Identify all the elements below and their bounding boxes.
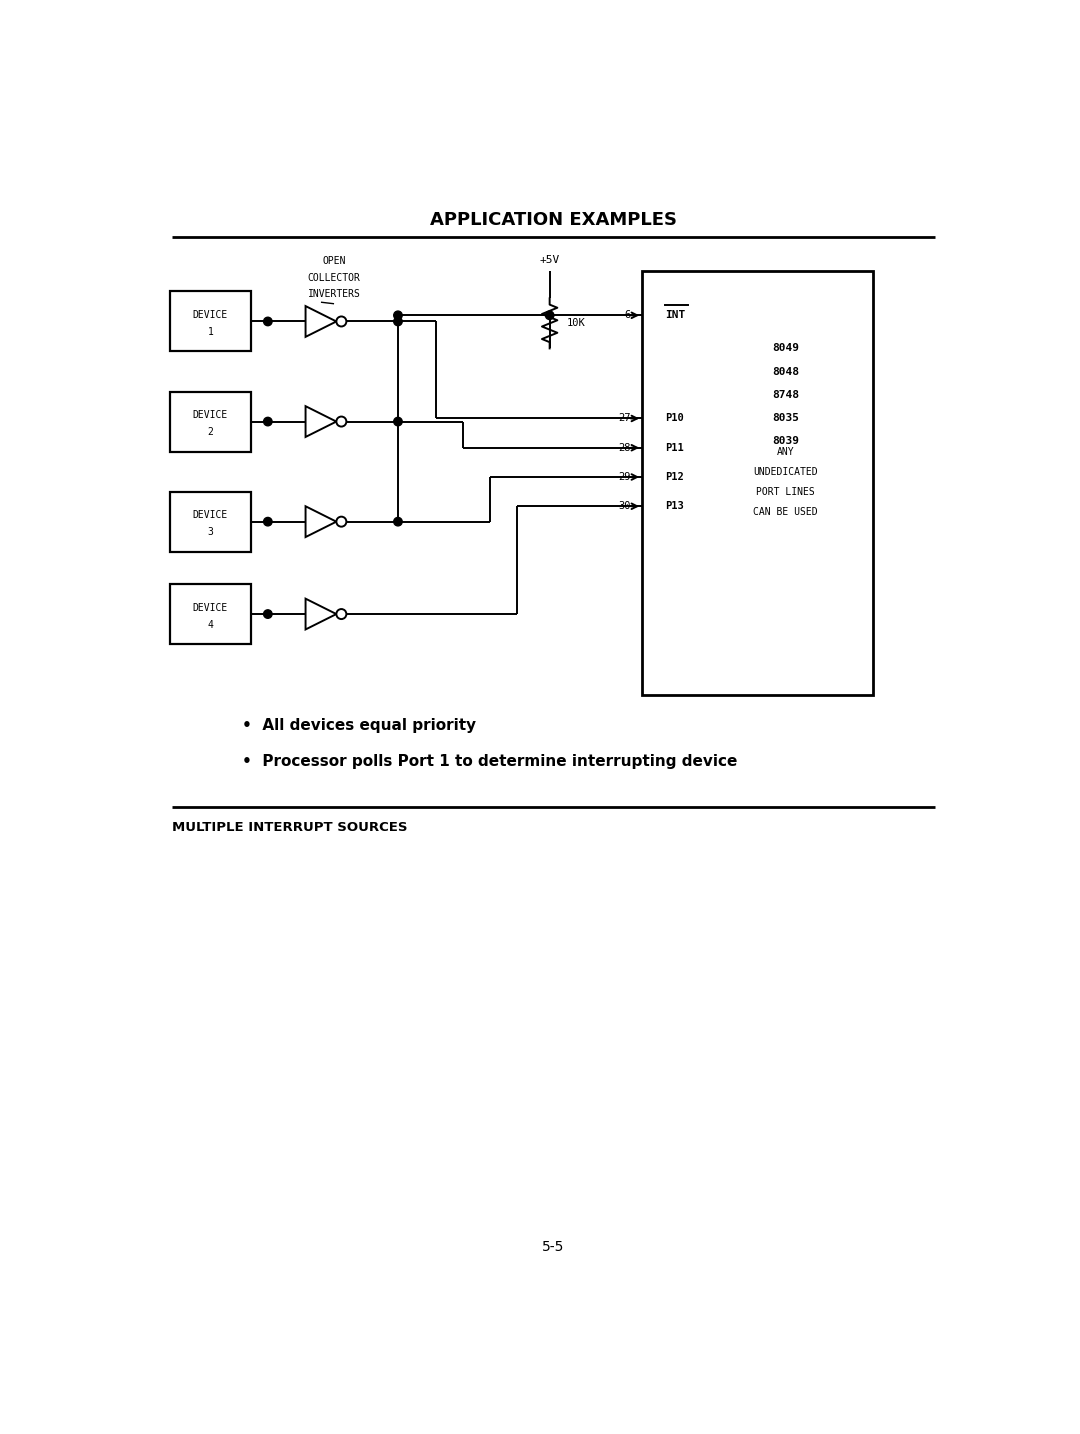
Polygon shape (306, 598, 336, 630)
Circle shape (394, 417, 402, 426)
Text: MULTIPLE INTERRUPT SOURCES: MULTIPLE INTERRUPT SOURCES (173, 820, 408, 833)
Text: 10K: 10K (567, 318, 585, 328)
Text: DEVICE: DEVICE (193, 511, 228, 521)
Circle shape (394, 311, 402, 320)
Text: •  All devices equal priority: • All devices equal priority (242, 718, 476, 733)
Circle shape (264, 518, 272, 526)
Text: 3: 3 (207, 528, 214, 538)
Text: UNDEDICATED: UNDEDICATED (753, 467, 818, 478)
Text: 2: 2 (207, 427, 214, 437)
Text: P10: P10 (665, 413, 684, 423)
Text: OPEN: OPEN (322, 257, 346, 267)
Polygon shape (306, 305, 336, 337)
Circle shape (545, 311, 554, 320)
Text: DEVICE: DEVICE (193, 410, 228, 420)
Circle shape (394, 518, 402, 526)
Text: P12: P12 (665, 472, 684, 482)
Text: 8748: 8748 (772, 390, 799, 400)
Text: APPLICATION EXAMPLES: APPLICATION EXAMPLES (430, 211, 677, 229)
Text: 27: 27 (618, 413, 631, 423)
Circle shape (264, 609, 272, 618)
Circle shape (264, 417, 272, 426)
Polygon shape (306, 506, 336, 538)
Text: 30: 30 (618, 502, 631, 512)
Text: 1: 1 (207, 327, 214, 337)
Text: INT: INT (665, 310, 686, 320)
Bar (170, 291, 251, 351)
Text: 8048: 8048 (772, 367, 799, 377)
Text: +5V: +5V (540, 255, 559, 265)
Circle shape (394, 317, 402, 326)
Text: P11: P11 (665, 443, 684, 453)
Polygon shape (306, 406, 336, 437)
Text: INVERTERS: INVERTERS (308, 288, 361, 298)
Text: PORT LINES: PORT LINES (756, 488, 814, 498)
Text: ANY: ANY (777, 447, 794, 457)
Text: P13: P13 (665, 502, 684, 512)
Text: 8049: 8049 (772, 343, 799, 353)
Text: 28: 28 (618, 443, 631, 453)
Text: 29: 29 (618, 472, 631, 482)
Circle shape (264, 317, 272, 326)
Bar (642, 271, 873, 695)
Text: 4: 4 (207, 619, 214, 630)
Text: CAN BE USED: CAN BE USED (753, 508, 818, 518)
Bar (170, 584, 251, 644)
Text: 5-5: 5-5 (542, 1240, 565, 1253)
Text: DEVICE: DEVICE (193, 310, 228, 320)
Text: COLLECTOR: COLLECTOR (308, 272, 361, 282)
Text: •  Processor polls Port 1 to determine interrupting device: • Processor polls Port 1 to determine in… (242, 754, 737, 770)
Bar (170, 492, 251, 552)
Bar (170, 391, 251, 452)
Text: 8039: 8039 (772, 436, 799, 446)
Text: DEVICE: DEVICE (193, 602, 228, 612)
Text: 6: 6 (624, 310, 631, 320)
Text: 8035: 8035 (772, 413, 799, 423)
